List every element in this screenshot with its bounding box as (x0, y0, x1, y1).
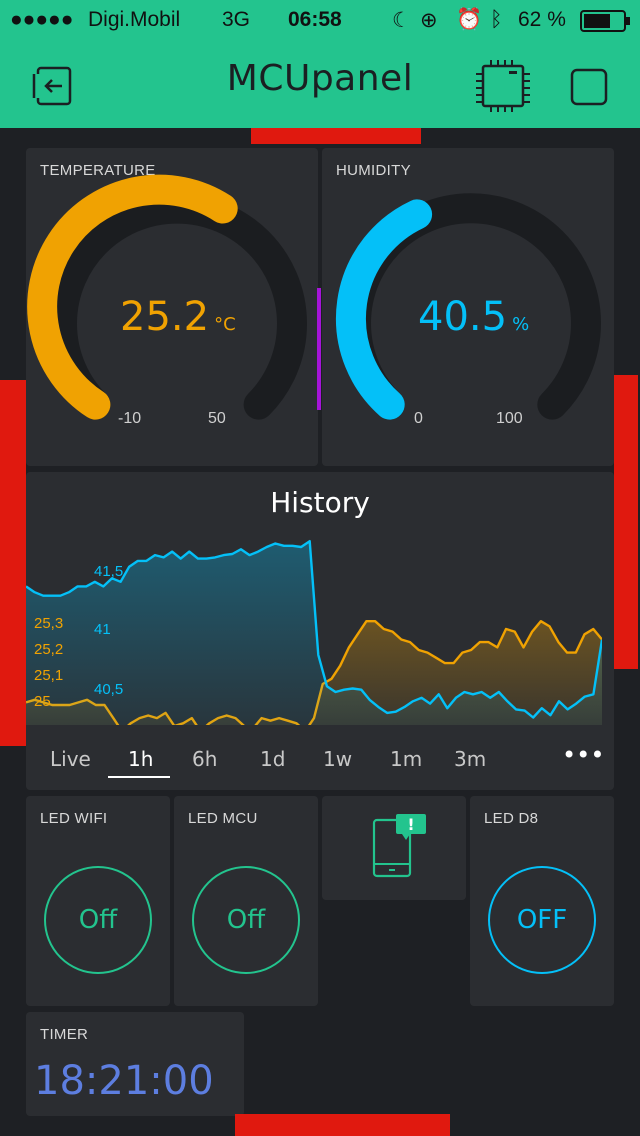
temperature-gauge (27, 174, 307, 420)
chart-tick-label: 40,5 (94, 681, 123, 698)
temperature-value-group: 25.2 °C (120, 294, 236, 340)
notification-widget[interactable]: ! (322, 796, 466, 900)
battery-icon (580, 10, 632, 38)
red-marker-top (251, 128, 421, 144)
chart-tick-label: 41 (94, 621, 111, 638)
svg-text:!: ! (407, 815, 414, 834)
chart-tick-label: 25,3 (34, 615, 63, 632)
status-bar: ●●●●● Digi.Mobil 3G 06:58 ☾ ⊕ ⏰ ᛒ 62 % (0, 0, 640, 40)
active-tab-indicator (108, 776, 170, 778)
tab-1d[interactable]: 1d (260, 747, 286, 771)
humidity-unit: % (512, 314, 530, 335)
humidity-max: 100 (496, 410, 523, 427)
humidity-widget[interactable]: HUMIDITY 40.5 % 0 100 (322, 148, 614, 466)
humidity-label: HUMIDITY (336, 162, 411, 179)
temperature-max: 50 (208, 410, 226, 427)
exit-icon[interactable] (28, 64, 76, 112)
humidity-value-group: 40.5 % (418, 294, 529, 340)
alarm-icon: ⏰ (456, 8, 483, 31)
temperature-min: -10 (118, 410, 142, 427)
temperature-label: TEMPERATURE (40, 162, 156, 179)
led-wifi-label: LED WIFI (40, 810, 108, 827)
timer-widget[interactable]: TIMER (26, 1012, 244, 1116)
history-chart: 41,5 41 40,5 25,3 25,2 25,1 25 (26, 540, 602, 725)
purple-indicator (317, 288, 321, 410)
clock: 06:58 (288, 8, 342, 31)
tab-live[interactable]: Live (50, 747, 91, 771)
red-marker-right (614, 375, 638, 669)
led-d8-widget[interactable]: LED D8 OFF (470, 796, 614, 1006)
temperature-value: 25.2 (120, 294, 210, 340)
tab-1w[interactable]: 1w (323, 747, 353, 771)
chart-tick-label: 41,5 (94, 563, 123, 580)
led-d8-button[interactable]: OFF (488, 866, 596, 974)
chart-title: History (270, 486, 370, 519)
red-marker-left (0, 380, 26, 746)
chart-tick-label: 25,2 (34, 641, 63, 658)
red-marker-bottom (235, 1114, 450, 1136)
app-header: ●●●●● Digi.Mobil 3G 06:58 ☾ ⊕ ⏰ ᛒ 62 % M… (0, 0, 640, 128)
led-wifi-button[interactable]: Off (44, 866, 152, 974)
page-title: MCUpanel (226, 58, 414, 99)
more-options-icon[interactable]: ••• (562, 741, 605, 769)
led-wifi-widget[interactable]: LED WIFI Off (26, 796, 170, 1006)
tab-3m[interactable]: 3m (454, 747, 487, 771)
led-mcu-button[interactable]: Off (192, 866, 300, 974)
device-chip-icon[interactable] (474, 60, 532, 116)
rotation-lock-icon: ⊕ (420, 9, 438, 32)
humidity-value: 40.5 (418, 294, 508, 340)
chart-tick-label: 25 (34, 693, 51, 710)
stop-icon[interactable] (570, 68, 608, 110)
tab-1m[interactable]: 1m (390, 747, 423, 771)
bluetooth-icon: ᛒ (490, 8, 503, 31)
chart-area (26, 541, 602, 725)
chart-tick-label: 25,1 (34, 667, 63, 684)
network-type: 3G (222, 8, 251, 31)
battery-percent: 62 % (518, 8, 566, 31)
humidity-gauge (335, 193, 601, 420)
tab-6h[interactable]: 6h (192, 747, 218, 771)
phone-notification-icon: ! (372, 814, 426, 878)
humidity-min: 0 (414, 410, 423, 427)
temperature-unit: °C (214, 314, 236, 335)
moon-icon: ☾ (392, 9, 411, 32)
led-mcu-label: LED MCU (188, 810, 258, 827)
tab-1h[interactable]: 1h (128, 747, 154, 771)
led-d8-label: LED D8 (484, 810, 539, 827)
chart-series-line (26, 540, 602, 719)
led-mcu-widget[interactable]: LED MCU Off (174, 796, 318, 1006)
temperature-widget[interactable]: TEMPERATURE 25.2 °C -10 50 (26, 148, 318, 466)
signal-dots-icon: ●●●●● (10, 8, 74, 31)
carrier-name: Digi.Mobil (88, 8, 181, 31)
timer-label: TIMER (40, 1026, 89, 1043)
time-range-tabs: Live 1h 6h 1d 1w 1m 3m ••• (0, 737, 614, 787)
timer-value: 18:21:00 (34, 1058, 214, 1104)
